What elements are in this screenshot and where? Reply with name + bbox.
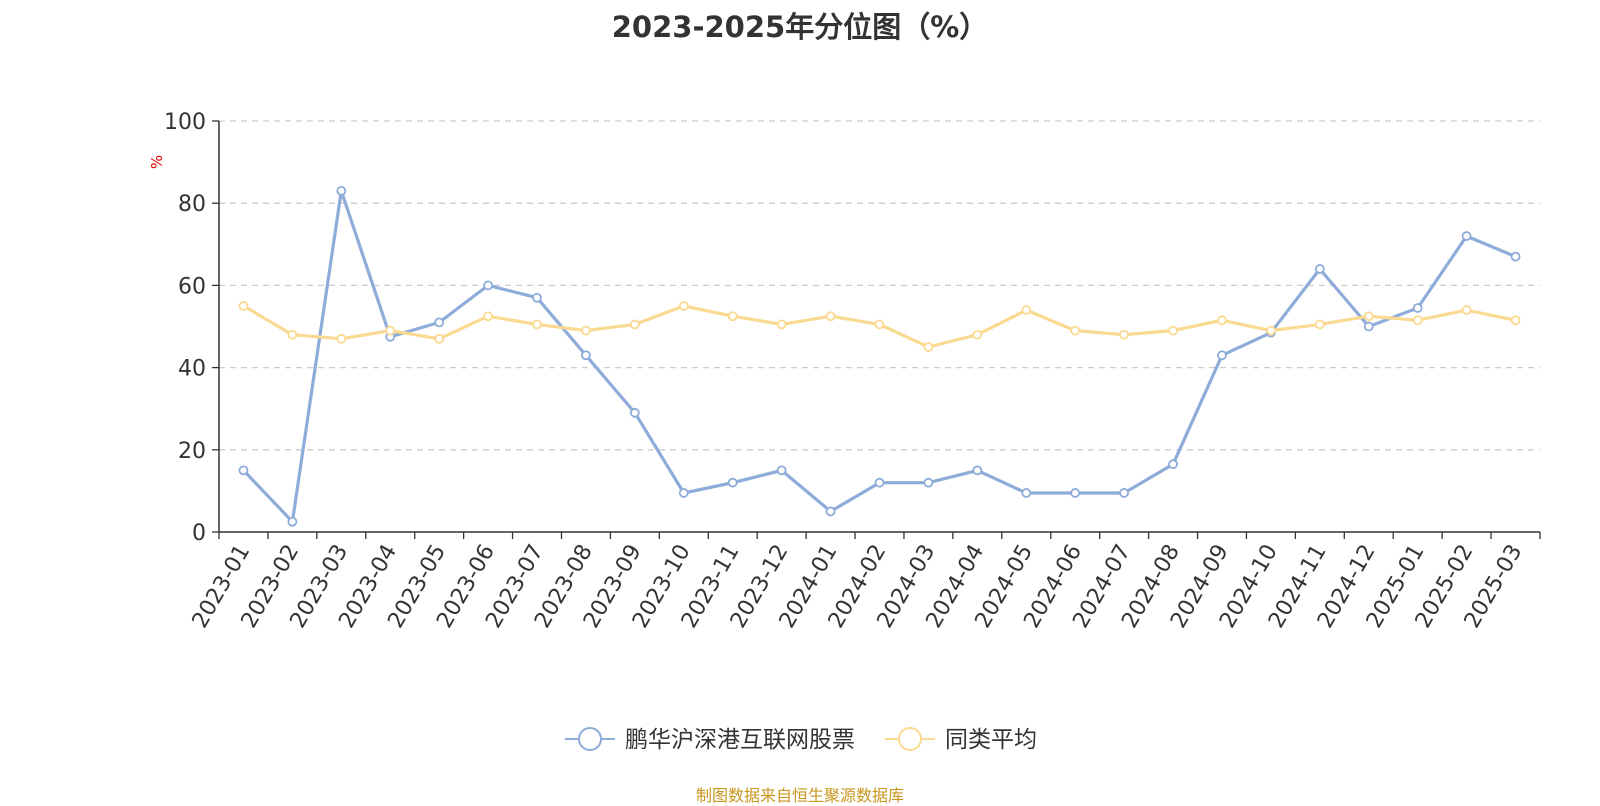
data-point[interactable] <box>727 311 738 322</box>
legend-label-1[interactable]: 同类平均 <box>945 727 1037 753</box>
data-point[interactable] <box>1266 325 1276 336</box>
data-point[interactable] <box>1461 305 1472 315</box>
y-tick-label: 100 <box>164 110 206 135</box>
data-point[interactable] <box>1217 350 1227 361</box>
data-point[interactable] <box>972 465 983 476</box>
data-point[interactable] <box>1510 251 1521 262</box>
data-point[interactable] <box>874 477 885 488</box>
data-point[interactable] <box>1021 488 1032 498</box>
data-point[interactable] <box>629 319 640 330</box>
data-point[interactable] <box>532 292 542 303</box>
legend[interactable]: 鹏华沪深港互联网股票 同类平均 <box>565 727 1037 753</box>
source-note: 制图数据来自恒生聚源数据库 <box>695 786 904 805</box>
data-point[interactable] <box>776 319 787 330</box>
data-point[interactable] <box>1168 459 1178 470</box>
data-point[interactable] <box>1070 488 1081 498</box>
y-tick-label: 0 <box>192 521 206 546</box>
data-point[interactable] <box>1412 303 1423 313</box>
data-point[interactable] <box>825 311 836 322</box>
data-point[interactable] <box>581 350 591 361</box>
data-point[interactable] <box>1412 315 1423 326</box>
data-point[interactable] <box>1461 231 1472 241</box>
data-point[interactable] <box>1510 315 1521 326</box>
data-point[interactable] <box>1314 264 1325 274</box>
data-point[interactable] <box>434 317 445 328</box>
data-point[interactable] <box>1119 329 1130 340</box>
y-tick-label: 60 <box>178 274 206 299</box>
data-point[interactable] <box>678 488 689 498</box>
data-point[interactable] <box>776 465 787 476</box>
data-point[interactable] <box>972 329 983 340</box>
data-point[interactable] <box>1314 319 1325 330</box>
data-point[interactable] <box>825 506 836 517</box>
data-point[interactable] <box>1363 311 1374 322</box>
data-point[interactable] <box>1217 315 1227 326</box>
data-point[interactable] <box>1119 488 1130 498</box>
data-point[interactable] <box>1168 325 1178 336</box>
legend-label-0[interactable]: 鹏华沪深港互联网股票 <box>625 727 855 753</box>
data-point[interactable] <box>923 477 934 488</box>
y-tick-label: 40 <box>178 357 206 382</box>
data-point[interactable] <box>581 325 591 336</box>
data-point[interactable] <box>1363 321 1374 332</box>
data-point[interactable] <box>287 516 298 527</box>
data-point[interactable] <box>483 280 493 291</box>
data-point[interactable] <box>385 325 396 336</box>
y-tick-label: 20 <box>178 439 206 464</box>
data-point[interactable] <box>238 301 249 311</box>
y-axis-label: % <box>148 155 166 169</box>
data-point[interactable] <box>923 342 934 352</box>
data-point[interactable] <box>874 319 885 330</box>
legend-marker-1 <box>898 727 922 751</box>
series-line-0 <box>242 189 1517 524</box>
data-point[interactable] <box>483 311 493 322</box>
axes: 020406080100%2023-012023-022023-032023-0… <box>148 110 1541 632</box>
data-point[interactable] <box>336 333 347 344</box>
data-point[interactable] <box>287 329 298 340</box>
series <box>238 185 1521 527</box>
data-point[interactable] <box>1070 325 1081 336</box>
grid-lines <box>219 120 1540 451</box>
data-point[interactable] <box>629 407 640 418</box>
data-point[interactable] <box>336 185 347 196</box>
y-tick-label: 80 <box>178 192 206 217</box>
data-point[interactable] <box>678 301 689 311</box>
data-point[interactable] <box>434 333 445 344</box>
data-point[interactable] <box>1021 305 1032 315</box>
data-point[interactable] <box>532 319 542 330</box>
data-point[interactable] <box>238 465 249 476</box>
chart-title: 2023-2025年分位图（%） <box>611 10 989 44</box>
data-point[interactable] <box>727 477 738 488</box>
legend-marker-0 <box>578 727 602 751</box>
